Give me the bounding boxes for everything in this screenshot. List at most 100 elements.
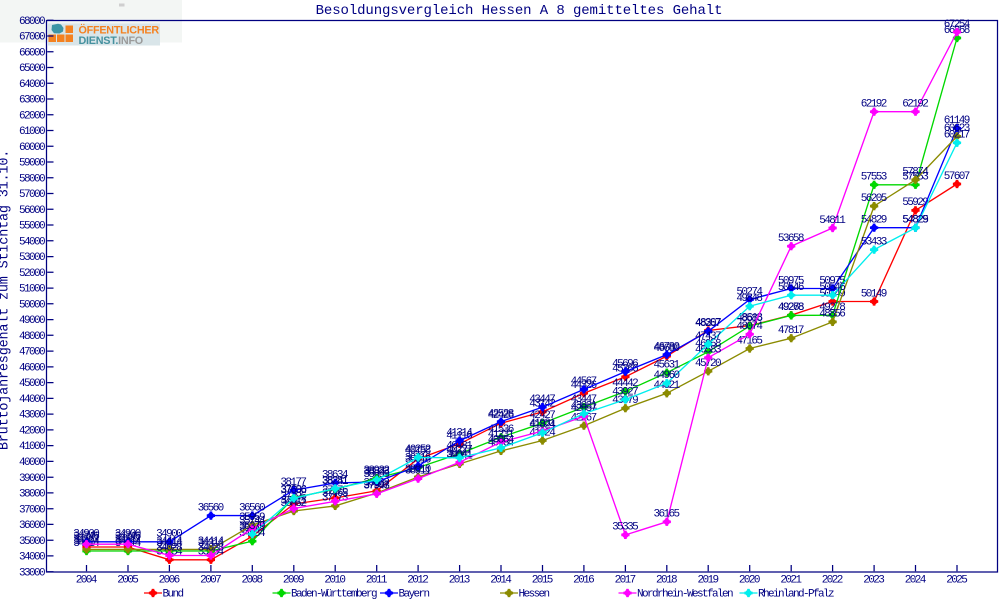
svg-text:41231: 41231 xyxy=(488,429,515,441)
svg-text:38000: 38000 xyxy=(19,489,45,501)
svg-text:35000: 35000 xyxy=(19,536,45,548)
svg-text:61000: 61000 xyxy=(19,126,45,138)
svg-text:45720: 45720 xyxy=(695,358,721,370)
svg-text:62000: 62000 xyxy=(19,110,45,122)
svg-text:62192: 62192 xyxy=(902,99,928,111)
svg-text:49278: 49278 xyxy=(819,302,845,314)
svg-text:54829: 54829 xyxy=(902,215,928,227)
svg-text:38177: 38177 xyxy=(280,477,306,489)
svg-text:64000: 64000 xyxy=(19,79,45,91)
svg-text:52000: 52000 xyxy=(19,268,45,280)
svg-text:45000: 45000 xyxy=(19,378,45,390)
svg-text:68000: 68000 xyxy=(19,16,45,28)
svg-text:34746: 34746 xyxy=(73,531,99,543)
svg-text:46680: 46680 xyxy=(653,343,679,355)
svg-text:57607: 57607 xyxy=(944,171,970,183)
svg-text:47437: 47437 xyxy=(695,331,721,343)
svg-text:Hessen: Hessen xyxy=(519,589,550,600)
svg-text:2016: 2016 xyxy=(573,575,594,587)
svg-text:2017: 2017 xyxy=(615,575,636,587)
svg-text:37943: 37943 xyxy=(363,481,389,493)
svg-text:43927: 43927 xyxy=(612,386,638,398)
svg-text:50149: 50149 xyxy=(861,288,887,300)
svg-text:42857: 42857 xyxy=(571,403,597,415)
svg-text:48074: 48074 xyxy=(736,321,763,333)
svg-text:42427: 42427 xyxy=(529,410,555,422)
svg-text:2021: 2021 xyxy=(780,575,802,587)
svg-text:2023: 2023 xyxy=(863,575,884,587)
svg-text:53000: 53000 xyxy=(19,252,45,264)
svg-text:40158: 40158 xyxy=(405,446,431,458)
svg-text:2020: 2020 xyxy=(739,575,760,587)
svg-text:36560: 36560 xyxy=(239,502,265,514)
svg-text:2008: 2008 xyxy=(241,575,262,587)
svg-text:Bayern: Bayern xyxy=(399,589,430,600)
svg-text:38932: 38932 xyxy=(363,465,389,477)
svg-text:50546: 50546 xyxy=(819,282,845,294)
svg-text:44000: 44000 xyxy=(19,394,45,406)
svg-text:35959: 35959 xyxy=(239,512,265,524)
svg-text:45631: 45631 xyxy=(653,360,680,372)
svg-text:60623: 60623 xyxy=(944,123,970,135)
svg-text:54811: 54811 xyxy=(819,215,846,227)
svg-text:2022: 2022 xyxy=(822,575,843,587)
svg-text:44442: 44442 xyxy=(612,378,638,390)
svg-text:37000: 37000 xyxy=(19,504,45,516)
svg-text:35379: 35379 xyxy=(239,521,265,533)
svg-text:67000: 67000 xyxy=(19,32,45,44)
svg-text:2015: 2015 xyxy=(532,575,553,587)
svg-text:63000: 63000 xyxy=(19,95,45,107)
svg-text:57000: 57000 xyxy=(19,189,45,201)
svg-text:DIENST.INFO: DIENST.INFO xyxy=(79,35,143,47)
svg-text:54825: 54825 xyxy=(902,215,928,227)
svg-text:2006: 2006 xyxy=(159,575,180,587)
svg-text:41314: 41314 xyxy=(446,428,473,440)
svg-text:38823: 38823 xyxy=(363,467,389,479)
svg-text:62192: 62192 xyxy=(861,99,887,111)
svg-text:48618: 48618 xyxy=(736,312,762,324)
svg-text:37465: 37465 xyxy=(322,488,348,500)
svg-text:53433: 53433 xyxy=(861,237,887,249)
svg-text:47000: 47000 xyxy=(19,347,45,359)
svg-text:54829: 54829 xyxy=(861,215,887,227)
svg-text:Rheinland-Pfalz: Rheinland-Pfalz xyxy=(758,589,834,600)
svg-text:41000: 41000 xyxy=(19,441,45,453)
svg-text:Bund: Bund xyxy=(163,589,184,600)
svg-text:Bruttojahresgehalt zum Stichta: Bruttojahresgehalt zum Stichtag 31.10. xyxy=(0,150,13,450)
svg-text:ÖFFENTLICHER: ÖFFENTLICHER xyxy=(79,24,160,37)
svg-text:50274: 50274 xyxy=(736,286,763,298)
svg-text:48856: 48856 xyxy=(819,309,845,321)
svg-text:41116: 41116 xyxy=(446,431,472,443)
svg-text:43031: 43031 xyxy=(571,400,598,412)
svg-text:2014: 2014 xyxy=(490,575,512,587)
svg-text:61149: 61149 xyxy=(944,115,970,127)
svg-text:2010: 2010 xyxy=(324,575,345,587)
svg-text:37656: 37656 xyxy=(280,485,306,497)
svg-text:34900: 34900 xyxy=(156,529,182,541)
svg-text:46583: 46583 xyxy=(695,345,721,357)
svg-text:56000: 56000 xyxy=(19,205,45,217)
svg-text:40864: 40864 xyxy=(488,435,515,447)
svg-text:44567: 44567 xyxy=(571,376,597,388)
svg-text:36165: 36165 xyxy=(653,509,679,521)
svg-text:2025: 2025 xyxy=(946,575,967,587)
svg-text:60217: 60217 xyxy=(944,130,970,142)
svg-text:Baden-Württemberg: Baden-Württemberg xyxy=(291,589,377,600)
svg-text:43447: 43447 xyxy=(571,394,597,406)
svg-text:49000: 49000 xyxy=(19,315,45,327)
svg-text:53658: 53658 xyxy=(778,233,804,245)
svg-text:40227: 40227 xyxy=(446,445,472,457)
svg-text:48586: 48586 xyxy=(736,313,762,325)
svg-text:67254: 67254 xyxy=(944,19,971,31)
svg-text:2004: 2004 xyxy=(76,575,98,587)
svg-text:50975: 50975 xyxy=(778,275,804,287)
svg-text:36560: 36560 xyxy=(198,502,224,514)
svg-text:2019: 2019 xyxy=(697,575,718,587)
svg-text:49278: 49278 xyxy=(778,302,804,314)
svg-text:34900: 34900 xyxy=(115,529,141,541)
svg-text:38693: 38693 xyxy=(363,469,389,481)
svg-text:50975: 50975 xyxy=(819,275,845,287)
svg-text:44960: 44960 xyxy=(653,370,679,382)
svg-text:34028: 34028 xyxy=(198,542,224,554)
svg-text:34028: 34028 xyxy=(156,542,182,554)
